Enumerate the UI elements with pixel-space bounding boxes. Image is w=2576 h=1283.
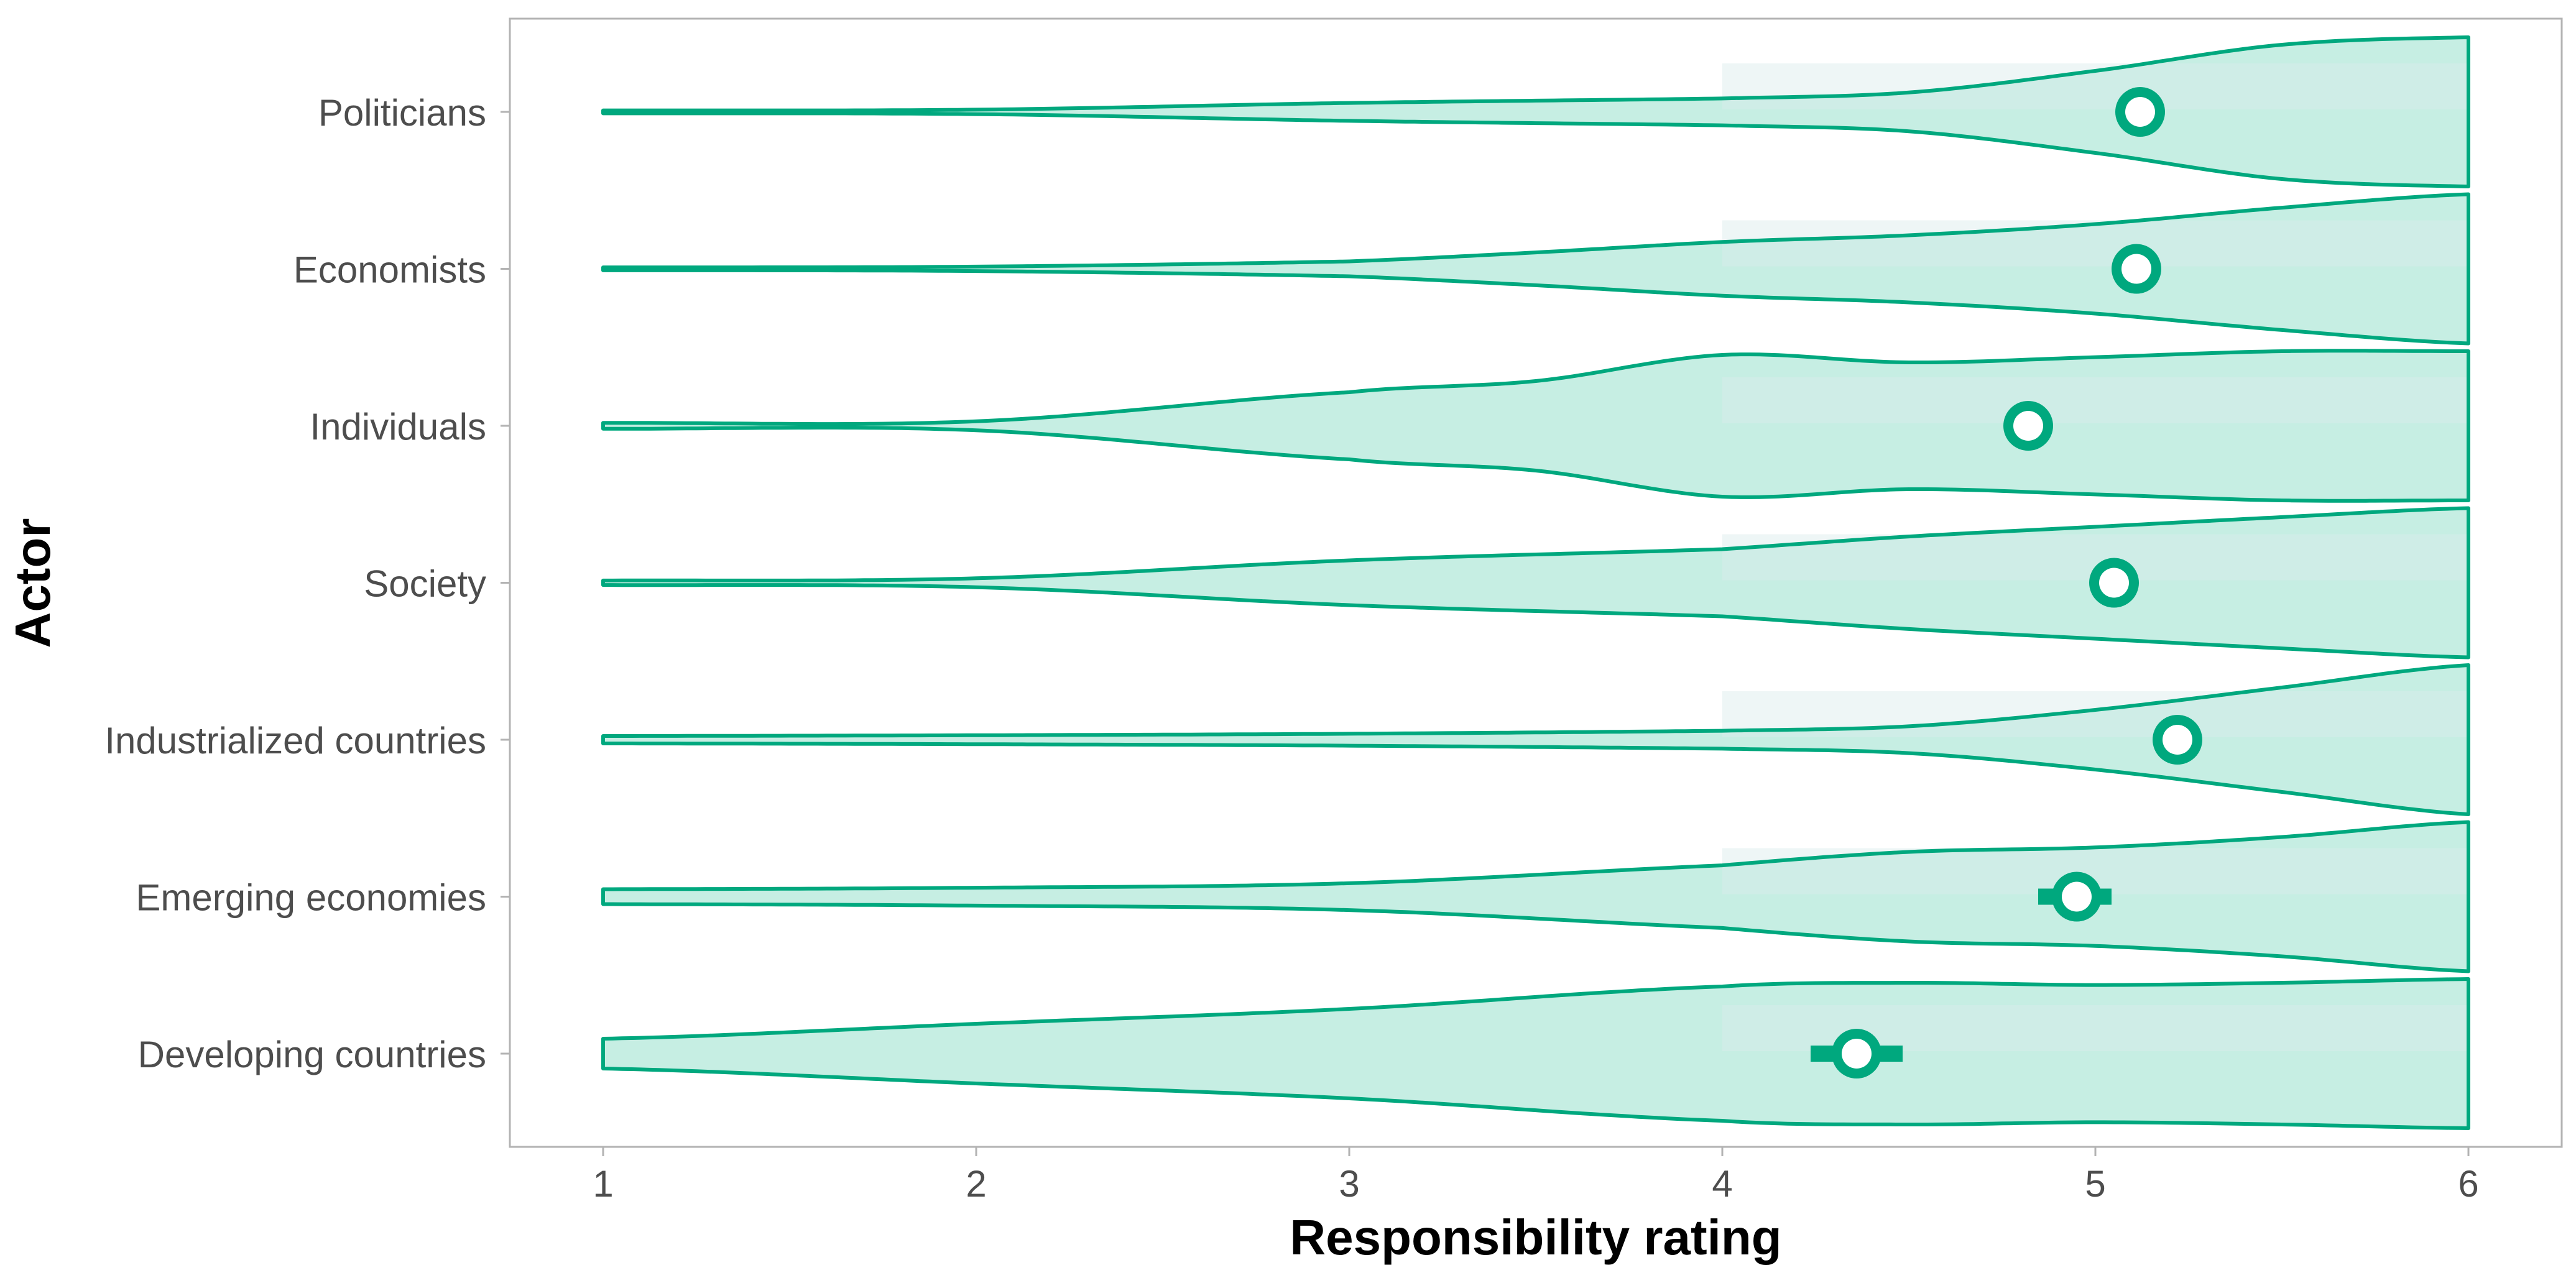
violin-outline: [601, 35, 2470, 188]
violins-layer: [601, 35, 2470, 1130]
violin-fill: [603, 822, 2468, 972]
violin-group: [601, 192, 2470, 346]
x-axis-title: Responsibility rating: [1290, 1210, 1781, 1265]
x-tick-label: 5: [2085, 1163, 2105, 1205]
mean-marker-inner: [2163, 725, 2192, 755]
y-tick-label: Individuals: [310, 406, 486, 448]
violin-outline: [601, 820, 2470, 973]
y-tick-label: Developing countries: [138, 1034, 486, 1075]
y-tick-label: Society: [364, 563, 486, 605]
mean-marker-inner: [2013, 411, 2043, 441]
violin-outline: [601, 506, 2470, 660]
y-tick-label: Economists: [293, 249, 486, 291]
y-axis-title: Actor: [5, 518, 60, 648]
violin-group: [601, 506, 2470, 660]
violin-band: [1722, 220, 2468, 267]
violin-group: [601, 35, 2470, 188]
x-tick-label: 3: [1339, 1163, 1359, 1205]
violin-outline: [601, 192, 2470, 346]
x-tick-label: 1: [593, 1163, 613, 1205]
violin-group: [601, 977, 2470, 1130]
y-tick-label: Emerging economies: [136, 877, 486, 919]
mean-marker-inner: [2062, 881, 2092, 912]
violin-outline: [601, 349, 2470, 503]
violin-fill: [603, 979, 2468, 1128]
violin-fill: [603, 351, 2468, 501]
x-tick-label: 2: [966, 1163, 986, 1205]
x-axis: 1 2 3 4 5 6: [593, 1147, 2479, 1205]
mean-marker-inner: [2121, 254, 2151, 284]
x-tick-label: 6: [2458, 1163, 2478, 1205]
y-axis: Politicians Economists Individuals Society I…: [104, 92, 510, 1075]
y-tick-label: Industrialized countries: [104, 720, 486, 761]
mean-marker-inner: [2099, 568, 2129, 598]
violin-outline: [601, 663, 2470, 816]
violin-group: [601, 349, 2470, 503]
violin-band: [1722, 377, 2468, 424]
mean-marker-inner: [2125, 97, 2155, 127]
x-tick-label: 4: [1712, 1163, 1732, 1205]
violin-outline: [601, 977, 2470, 1130]
violin-group: [601, 820, 2470, 973]
y-tick-label: Politicians: [318, 92, 486, 134]
violin-fill: [603, 37, 2468, 186]
violin-fill: [603, 665, 2468, 814]
violin-group: [601, 663, 2470, 816]
violin-fill: [603, 508, 2468, 658]
mean-marker-inner: [1842, 1039, 1872, 1069]
